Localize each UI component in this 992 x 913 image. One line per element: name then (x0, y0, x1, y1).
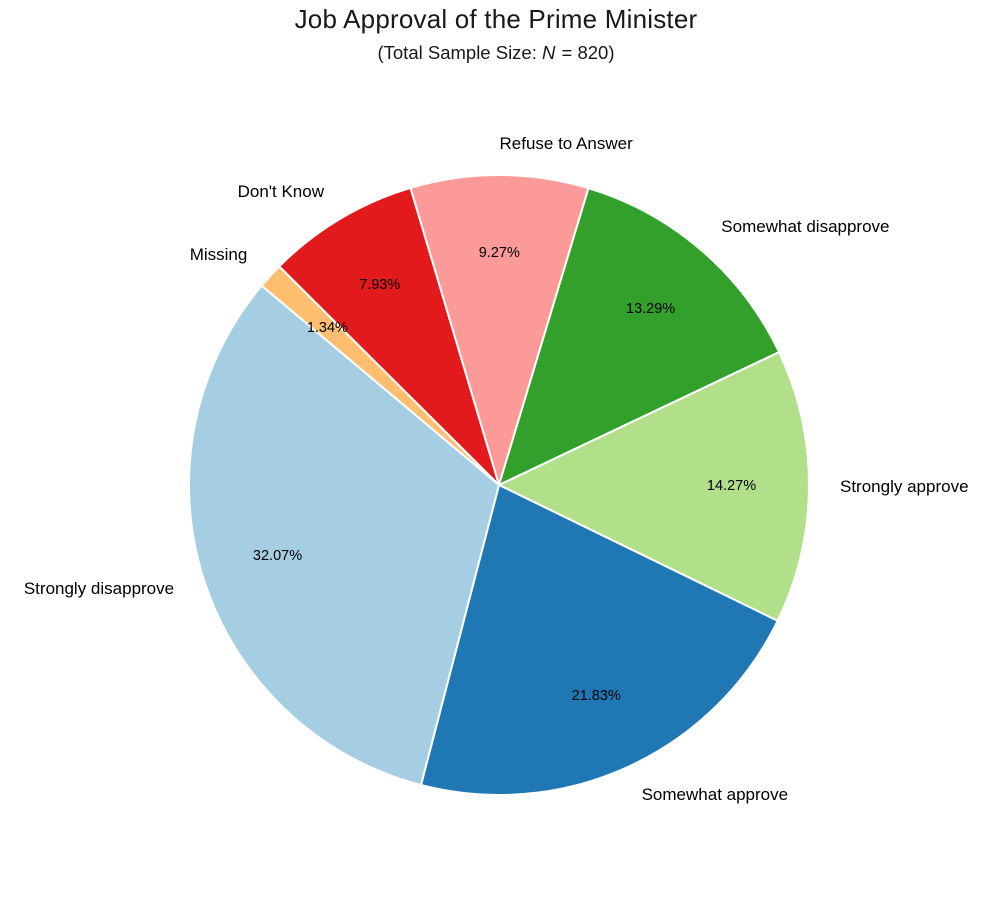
pie-slice-don-t-know (278, 186, 500, 486)
pie-slice-strongly-disapprove (188, 284, 500, 787)
pie-slice-refuse-to-answer (409, 174, 590, 486)
pie-slice-strongly-approve (498, 351, 810, 622)
chart-title: Job Approval of the Prime Minister (294, 4, 698, 34)
subtitle-suffix: = 820) (556, 42, 615, 63)
pie-slice-somewhat-approve (419, 484, 779, 796)
subtitle-prefix: (Total Sample Size: (377, 42, 542, 63)
pie-slice-somewhat-disapprove (498, 187, 781, 486)
subtitle-variable: N (542, 42, 556, 63)
chart-subtitle: (Total Sample Size: N = 820) (0, 42, 992, 64)
